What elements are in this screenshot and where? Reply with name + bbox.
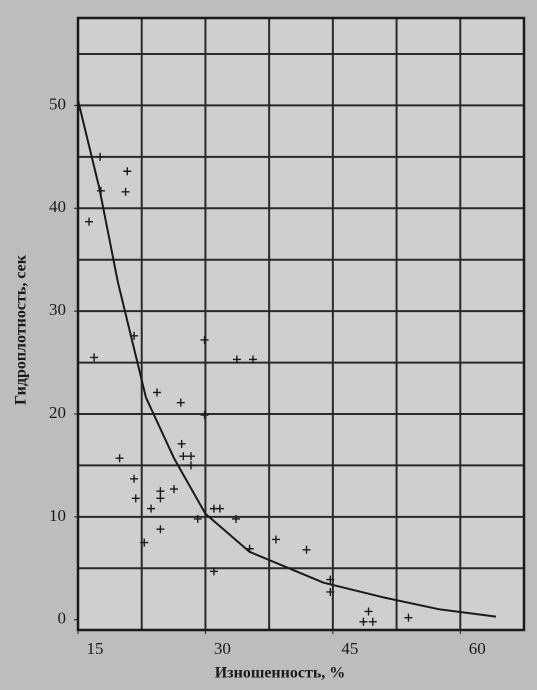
x-tick-label: 60 bbox=[469, 639, 486, 658]
data-point bbox=[249, 355, 258, 364]
data-point bbox=[115, 454, 124, 463]
data-point bbox=[404, 613, 413, 622]
data-point bbox=[156, 494, 165, 503]
data-point bbox=[302, 545, 311, 554]
data-point bbox=[186, 461, 195, 470]
data-point bbox=[271, 535, 280, 544]
plot-area bbox=[78, 18, 524, 630]
data-point bbox=[215, 504, 224, 513]
data-point bbox=[153, 388, 162, 397]
y-tick-label: 30 bbox=[49, 300, 66, 319]
data-point bbox=[176, 398, 185, 407]
data-point bbox=[368, 617, 377, 626]
data-point bbox=[326, 587, 335, 596]
data-point bbox=[147, 504, 156, 513]
data-point bbox=[169, 485, 178, 494]
y-tick-label: 40 bbox=[49, 197, 66, 216]
data-point bbox=[186, 452, 195, 461]
data-point bbox=[156, 487, 165, 496]
y-tick-label: 10 bbox=[49, 506, 66, 525]
data-point bbox=[177, 439, 186, 448]
data-point bbox=[130, 474, 139, 483]
data-point bbox=[121, 187, 130, 196]
y-tick-label: 50 bbox=[49, 94, 66, 113]
x-tick-label: 15 bbox=[87, 639, 104, 658]
data-point bbox=[232, 514, 241, 523]
data-point bbox=[156, 525, 165, 534]
y-tick-label: 20 bbox=[49, 403, 66, 422]
y-axis-label: Гидроплотность, сек bbox=[13, 254, 30, 405]
data-point bbox=[232, 355, 241, 364]
data-point bbox=[131, 494, 140, 503]
x-tick-label: 30 bbox=[214, 639, 231, 658]
data-point bbox=[200, 335, 209, 344]
data-point bbox=[209, 567, 218, 576]
data-point bbox=[123, 167, 132, 176]
data-point bbox=[359, 617, 368, 626]
data-point bbox=[90, 353, 99, 362]
y-tick-label: 0 bbox=[58, 609, 67, 628]
x-axis-label: Изношенность, % bbox=[215, 665, 346, 682]
data-point bbox=[140, 538, 149, 547]
data-point bbox=[85, 217, 94, 226]
data-point bbox=[364, 607, 373, 616]
data-point bbox=[96, 152, 105, 161]
data-point bbox=[193, 514, 202, 523]
data-point bbox=[179, 452, 188, 461]
plot-frame bbox=[76, 16, 526, 632]
fit-curve bbox=[77, 100, 497, 618]
data-point bbox=[326, 575, 335, 584]
data-point bbox=[200, 411, 209, 420]
x-tick-label: 45 bbox=[341, 639, 358, 658]
